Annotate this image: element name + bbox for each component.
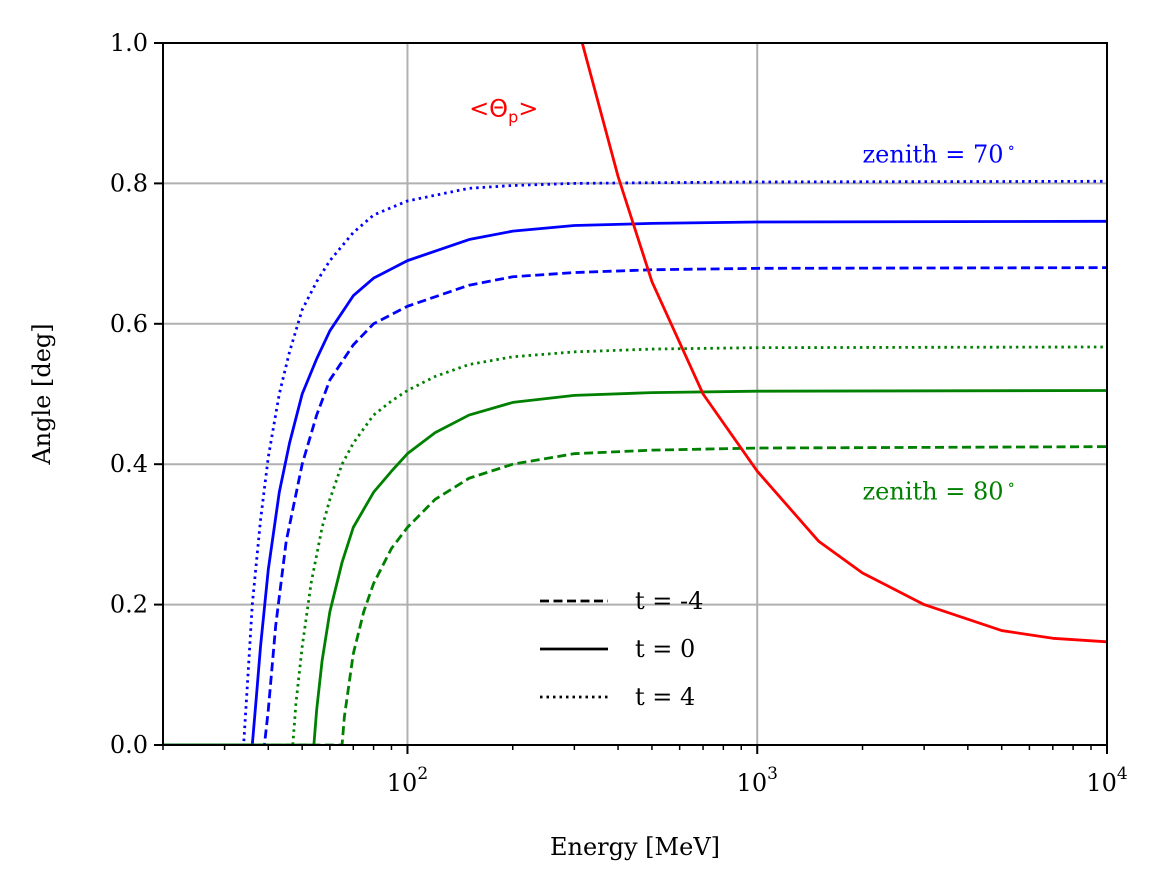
- legend: t = -4 t = 0 t = 4: [540, 587, 703, 711]
- plot-frame: [162, 42, 1108, 746]
- x-tick-label-2: 104: [1086, 764, 1127, 797]
- y-axis-title: Angle [deg]: [28, 323, 56, 465]
- series-line-4: [163, 389, 1107, 745]
- legend-label-2: t = 4: [635, 683, 695, 711]
- series-lines: [163, 43, 1107, 745]
- series-line-6: [580, 43, 1107, 644]
- y-tick-label-2: 0.4: [110, 450, 148, 478]
- y-tick-label-1: 0.2: [110, 591, 148, 619]
- y-tick-label-4: 0.8: [110, 169, 148, 197]
- axis-tick-labels: 0.0 0.2 0.4 0.6 0.8 1.0 102 103 104: [110, 29, 1128, 797]
- series-line-5: [163, 345, 1107, 745]
- annotation-zenith-70: zenith = 70 ∘: [863, 138, 1015, 168]
- legend-label-0: t = -4: [635, 587, 703, 615]
- series-line-2: [163, 179, 1107, 745]
- y-tick-label-3: 0.6: [110, 310, 148, 338]
- series-line-1: [163, 219, 1107, 745]
- x-axis-title: Energy [MeV]: [550, 833, 720, 861]
- x-tick-label-0: 102: [387, 764, 428, 797]
- theta-p-label: <Θp>: [469, 95, 538, 127]
- legend-label-1: t = 0: [635, 635, 695, 663]
- x-tick-label-1: 103: [737, 764, 778, 797]
- series-line-0: [163, 266, 1107, 745]
- series-line-3: [163, 445, 1107, 745]
- axis-ticks: [154, 42, 1108, 754]
- annotation-zenith-80: zenith = 80 ∘: [863, 475, 1015, 505]
- y-tick-label-0: 0.0: [110, 731, 148, 759]
- y-tick-label-5: 1.0: [110, 29, 148, 57]
